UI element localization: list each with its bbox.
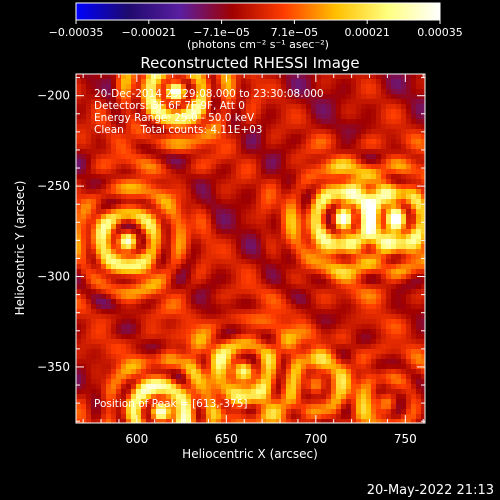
colorbar-tick-label: −0.00035: [49, 26, 104, 39]
plot-frame: [75, 73, 426, 424]
colorbar-tick-label: 0.00021: [344, 26, 390, 39]
x-tick-label: 750: [394, 432, 417, 446]
axes: 600 650 700 750 −200 −250 −300 −350: [37, 74, 425, 446]
y-tick-label: −200: [37, 89, 70, 103]
colorbar: [75, 2, 441, 21]
footer-timestamp: 20-May-2022 21:13: [367, 483, 494, 498]
annotation-energy-range: Energy Range: 25.0 - 50.0 keV: [94, 112, 255, 124]
colorbar-tick-label: −7.1e−05: [193, 26, 250, 39]
y-tick-label: −250: [37, 179, 70, 193]
heatmap-image: [76, 74, 425, 423]
x-axis-label: Heliocentric X (arcsec): [182, 447, 318, 461]
colorbar-tick-label: 7.1e−05: [271, 26, 318, 39]
chart-title: Reconstructed RHESSI Image: [140, 54, 359, 72]
colorbar-unit-label: (photons cm⁻² s⁻¹ asec⁻²): [187, 38, 329, 51]
x-tick-label: 650: [215, 432, 238, 446]
x-tick-label: 600: [125, 432, 148, 446]
annotation-detectors: Detectors: 3F 6F 7F 9F, Att 0: [94, 100, 245, 112]
colorbar-tick-label: 0.00035: [417, 26, 463, 39]
colorbar-tick-label: −0.00021: [121, 26, 176, 39]
colorbar-ticks: −0.00035 −0.00021 −7.1e−05 7.1e−05 0.00021 0.…: [49, 20, 463, 39]
x-tick-label: 700: [304, 432, 327, 446]
annotation-time-range: 20-Dec-2014 23:29:08.000 to 23:30:08.000: [94, 88, 324, 100]
annotations: 20-Dec-2014 23:29:08.000 to 23:30:08.000…: [94, 88, 324, 410]
y-tick-label: −300: [37, 270, 70, 284]
annotation-total-counts: Clean Total counts: 4.11E+03: [94, 124, 263, 136]
y-tick-label: −350: [37, 360, 70, 374]
annotation-peak-position: Position of Peak = [613,-375]: [94, 398, 248, 410]
y-axis-label: Heliocentric Y (arcsec): [13, 181, 27, 316]
